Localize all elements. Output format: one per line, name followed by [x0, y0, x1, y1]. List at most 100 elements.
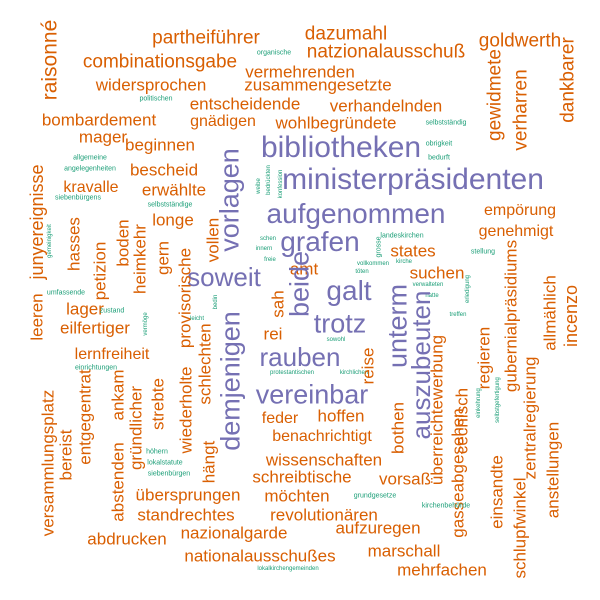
word: abdrucken [87, 529, 167, 549]
word: vollkommen [356, 261, 390, 267]
word: standrechtes [137, 505, 235, 525]
word: landeskirchen [380, 232, 424, 240]
word: mehrfachen [397, 560, 487, 580]
word: beginnen [125, 135, 195, 155]
word: kirchenbehörde [421, 502, 471, 510]
word: aufgenommen [266, 198, 446, 229]
word: möchten [264, 486, 330, 506]
word: lager [66, 299, 104, 319]
word: mager [78, 127, 128, 147]
word: politischen [139, 95, 173, 103]
word: töten [355, 269, 369, 275]
word: vermehrenden [245, 62, 355, 82]
word: goldwerth [478, 30, 562, 52]
word: provisorische [175, 247, 195, 349]
word: bedrückten [266, 165, 272, 195]
word: innern [255, 246, 273, 252]
word: bedin [213, 294, 219, 310]
word: überreichtewerbung [427, 334, 447, 486]
word: genehmigt [478, 223, 554, 240]
word: abstenden [108, 442, 128, 522]
word: kirche [395, 259, 413, 265]
word: schlupfwinkel [510, 477, 530, 579]
word: combinationsgabe [82, 51, 238, 73]
word: ankam [108, 369, 128, 421]
word: suchen [409, 263, 465, 283]
word: wohlbegründete [275, 113, 397, 133]
word: versammlungsplatz [38, 389, 58, 537]
word: bombardement [41, 110, 157, 130]
word: dankbarer [557, 37, 579, 123]
word: longe [152, 210, 194, 230]
word: angelegenheiten [64, 165, 116, 173]
word: verwalteten [412, 282, 444, 288]
word: umfassende [46, 289, 86, 297]
word: entgegentrat [75, 369, 95, 465]
word: sah [268, 290, 288, 318]
word: benachrichtigt [272, 428, 372, 445]
word: siebenbürgen [147, 470, 191, 478]
word: grafen [280, 226, 360, 257]
word: gubernialpräsidiums [501, 239, 521, 393]
word: gründlicher [126, 385, 146, 471]
word: entscheidende [189, 94, 301, 114]
word: gewidmete [484, 49, 506, 141]
word: erwählte [141, 180, 207, 200]
word: nazionalgarde [180, 523, 288, 543]
word: selbstgefertigung [495, 377, 501, 423]
word: bedurft [428, 154, 450, 162]
word: höhern [146, 448, 168, 456]
word: regieren [474, 326, 494, 390]
word: kravalle [63, 179, 119, 196]
word: vereinbar [255, 379, 369, 410]
word: bibliotheken [260, 131, 422, 164]
word: verhandelnden [329, 96, 443, 116]
word: vollen [203, 217, 223, 263]
word: grosse [375, 236, 383, 258]
word: strebte [148, 378, 168, 430]
word: zustand [99, 307, 125, 315]
word: organische [256, 49, 292, 57]
word: erledigung [465, 274, 471, 304]
word: gern [153, 240, 173, 276]
word: amt [289, 259, 319, 279]
word: widersprochen [95, 75, 207, 95]
word: wissenschaften [265, 450, 383, 470]
word: heimkehr [130, 224, 150, 294]
word: raisonné [38, 19, 62, 101]
word: vorsaß [379, 469, 431, 489]
word: bereist [56, 429, 76, 481]
word: vermöge [143, 312, 149, 336]
word: aufzuregen [335, 518, 421, 538]
word: selbstständig [425, 119, 467, 127]
word: galt [326, 275, 372, 306]
word: stellung [470, 248, 496, 256]
word: übersprungen [135, 485, 241, 505]
word: kirchlichen [339, 370, 369, 376]
word: allmählich [540, 275, 560, 351]
word: revolutionären [270, 505, 378, 525]
word: hasses [64, 217, 84, 271]
word: natzionalausschuß [306, 41, 466, 63]
word: zusammengesetzte [244, 75, 392, 95]
word: ministerpräsidenten [282, 163, 544, 196]
word: selbstständige [147, 201, 193, 209]
word: schen [259, 236, 277, 242]
word: einkehrung [476, 388, 482, 418]
word: weibe [256, 178, 262, 194]
word: gemeinigkeit [47, 224, 53, 258]
word: eilfertiger [60, 318, 130, 338]
word: obrigkeit [425, 140, 453, 148]
word: feder [261, 410, 299, 427]
word: beide [284, 250, 315, 318]
word: demjenigen [215, 311, 246, 451]
word: konfession [278, 169, 284, 199]
word: siebenbürgens [55, 194, 101, 202]
word: incenzo [561, 284, 581, 348]
word: trotz [313, 308, 367, 339]
word: lokalstatute [147, 459, 183, 467]
word: freie [264, 257, 276, 263]
word: protestantischen [269, 370, 315, 376]
word: allgemeine [73, 154, 107, 162]
word: verharren [510, 69, 532, 151]
